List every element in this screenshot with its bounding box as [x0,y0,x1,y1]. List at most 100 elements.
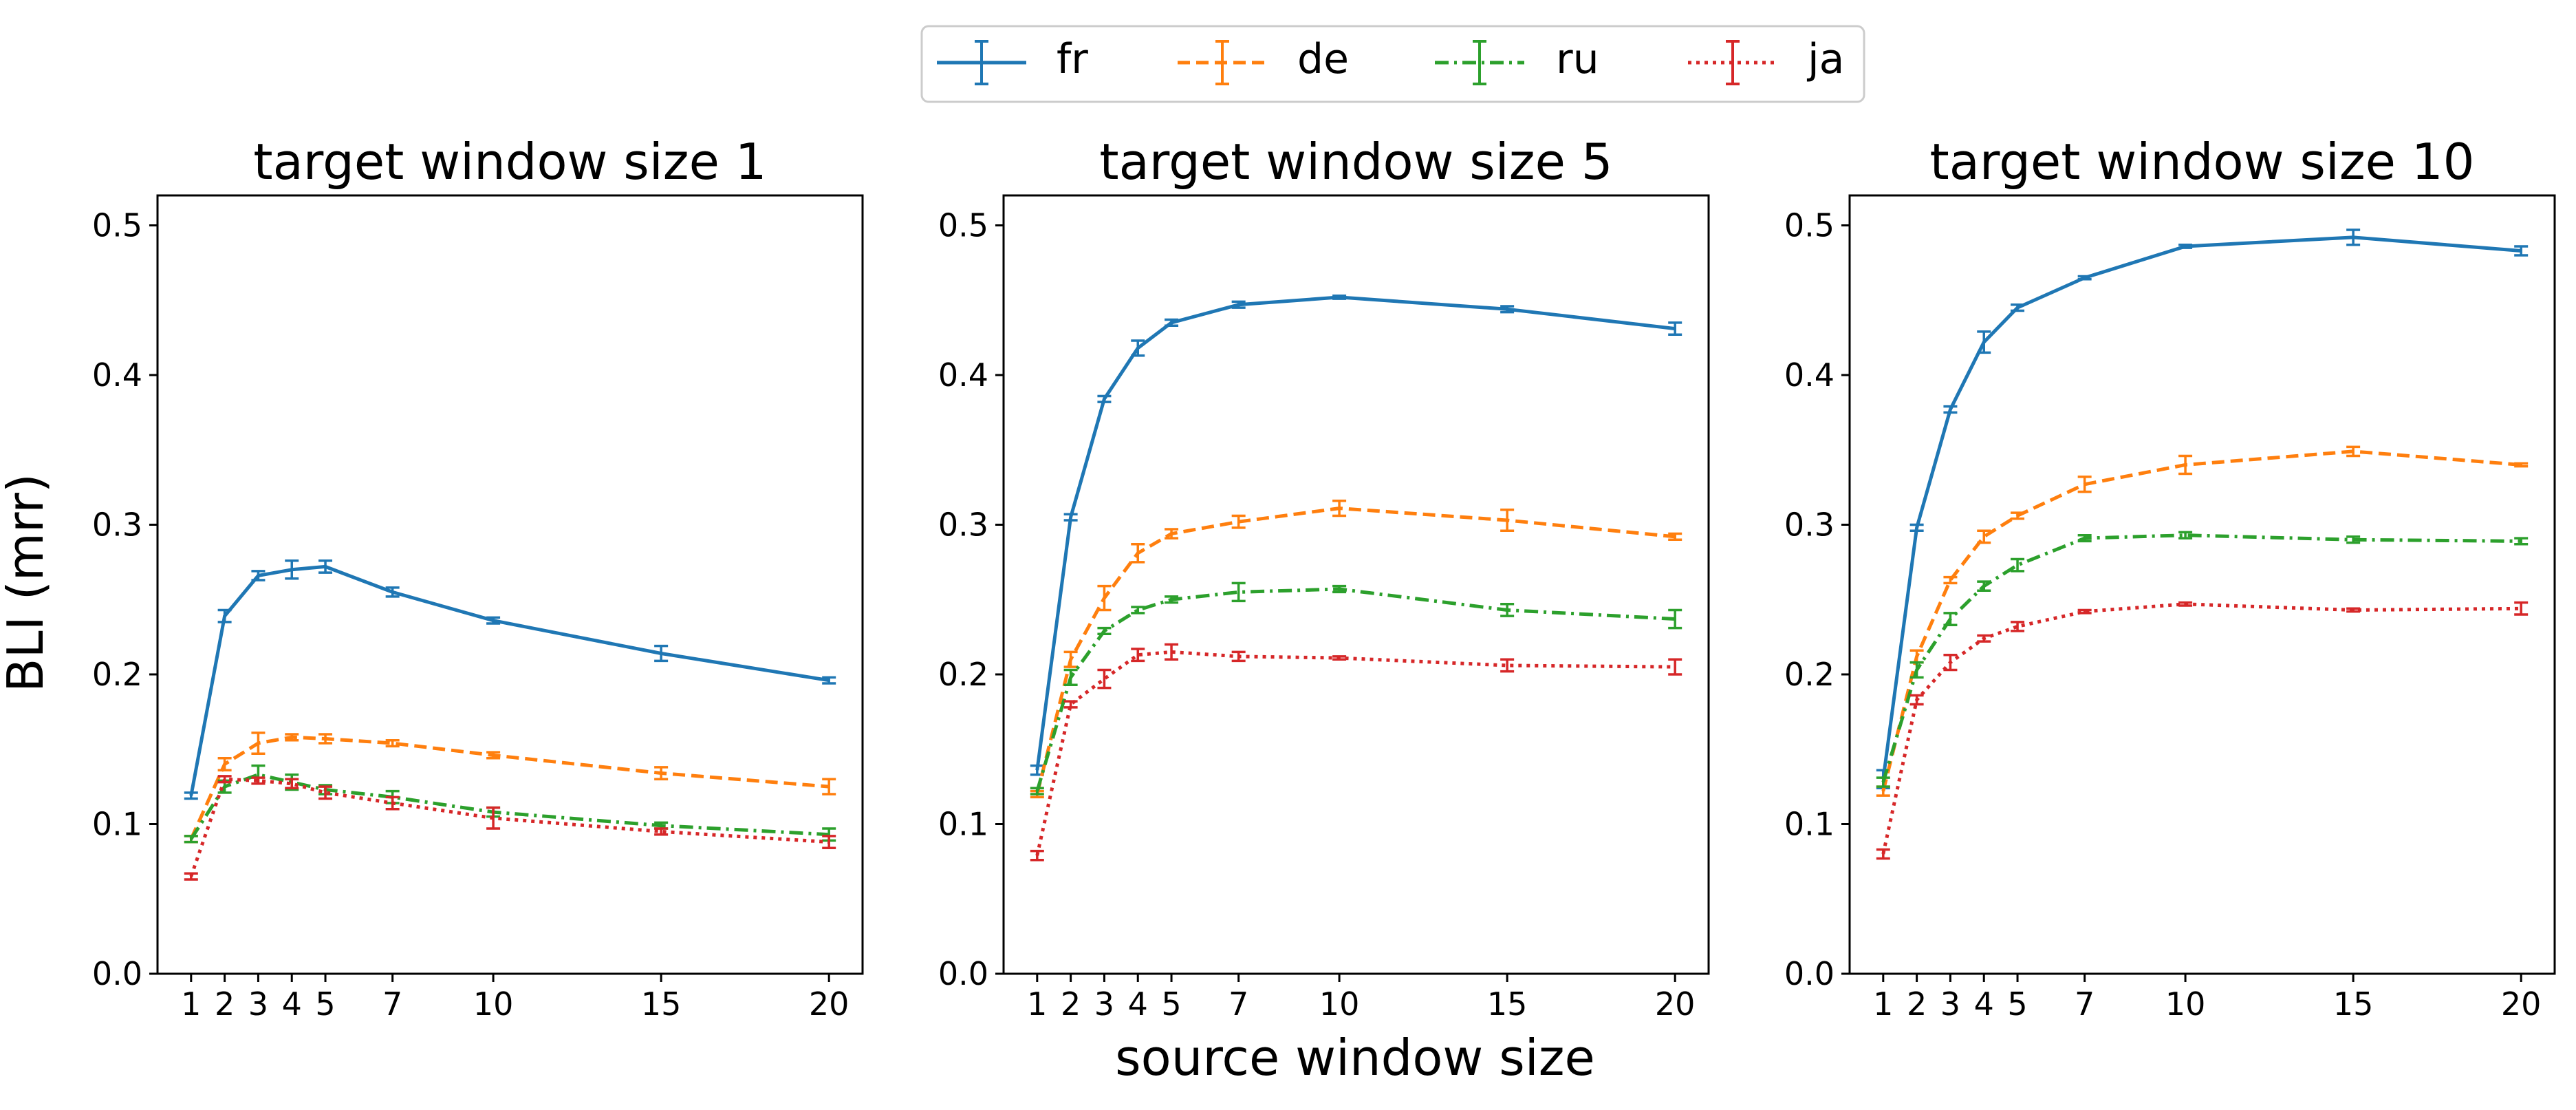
y-tick-label: 0.1 [1784,806,1834,843]
x-tick-label: 15 [1487,985,1528,1023]
data-point-fr [224,615,226,617]
x-tick-label: 2 [1061,985,1081,1023]
x-tick-label: 3 [1094,985,1114,1023]
data-point-ru [190,837,193,840]
data-point-ru [1674,618,1676,621]
legend-label-de: de [1297,35,1349,83]
data-point-fr [1036,769,1039,771]
y-tick-label: 0.1 [938,806,988,843]
data-point-fr [257,574,259,577]
y-tick-label: 0.3 [92,506,142,544]
data-point-fr [1103,398,1105,401]
data-point-de [1506,519,1508,522]
y-tick-label: 0.4 [1784,356,1834,394]
x-tick-label: 2 [215,985,235,1023]
data-point-fr [1982,341,1985,343]
data-point-fr [1070,516,1072,519]
data-point-ja [1338,657,1341,659]
data-point-de [2520,464,2522,466]
data-point-ru [1070,676,1072,679]
x-tick-label: 7 [2075,985,2095,1023]
y-tick-label: 0.1 [92,806,142,843]
x-tick-label: 1 [181,985,201,1023]
axes-frame [156,194,864,975]
x-tick-label: 10 [2165,985,2206,1023]
y-tick-label: 0.4 [938,356,988,394]
subplot-title: target window size 1 [253,133,766,191]
legend-entry-fr: fr [937,35,1088,85]
data-point-ja [660,830,662,833]
x-tick-label: 5 [315,985,335,1023]
data-point-fr [492,619,495,622]
data-point-ja [2016,625,2019,628]
data-point-de [1882,790,1885,793]
data-point-fr [2520,249,2522,252]
y-tick-label: 0.0 [938,955,988,992]
data-point-de [1170,533,1173,535]
data-point-ja [324,791,327,794]
x-tick-label: 4 [1128,985,1148,1023]
data-point-ja [1237,655,1240,658]
x-tick-label: 5 [1161,985,1181,1023]
subplot-target-window-1: target window size 1 0.0 0.1 0.2 0.3 0.4 0.5 1 2… [92,133,864,1023]
data-point-de [1949,579,1951,581]
data-point-ja [190,875,193,878]
data-point-de [1338,507,1341,510]
data-point-de [1982,535,1985,538]
data-point-fr [290,568,293,571]
x-tick-label: 3 [1940,985,1960,1023]
data-point-ja [2083,610,2086,613]
data-point-ja [1882,853,1885,855]
data-point-de [391,742,394,745]
data-point-ru [660,824,662,827]
data-point-fr [1674,328,1676,330]
data-point-de [290,736,293,738]
data-point-de [2352,450,2355,453]
x-tick-label: 10 [1319,985,1360,1023]
data-point-ja [1916,698,1918,701]
data-point-ja [492,817,495,820]
y-tick-label: 0.5 [92,207,142,244]
data-point-fr [391,590,394,593]
data-point-ja [1136,654,1139,657]
data-point-de [1070,658,1072,661]
legend: fr de ru ja [920,25,1865,103]
x-tick-label: 3 [248,985,268,1023]
y-tick-label: 0.0 [92,955,142,992]
y-tick-label: 0.2 [92,656,142,693]
y-tick-label: 0.5 [938,207,988,244]
data-point-ja [290,782,293,785]
x-tick-label: 4 [1974,985,1994,1023]
y-tick-label: 0.3 [1784,506,1834,544]
series-line-ja [1881,602,2522,855]
x-tick-label: 2 [1907,985,1927,1023]
data-point-ru [1916,668,1918,671]
axes-frame [1848,194,2556,975]
data-point-ru [1882,781,1885,784]
data-point-fr [2352,236,2355,239]
data-point-de [2083,483,2086,486]
legend-entry-ru: ru [1435,35,1599,85]
y-tick-label: 0.3 [938,506,988,544]
x-tick-label: 7 [382,985,402,1023]
x-tick-label: 20 [1655,985,1696,1023]
data-point-de [2016,514,2019,517]
data-point-ru [2520,540,2522,542]
x-tick-label: 5 [2007,985,2027,1023]
data-point-fr [827,679,830,682]
y-tick-label: 0.4 [92,356,142,394]
data-point-ja [1982,637,1985,640]
data-point-fr [190,794,193,797]
data-point-ja [1506,664,1508,667]
data-point-ja [1070,703,1072,705]
subplot-title: target window size 5 [1099,133,1612,191]
data-point-ja [1170,650,1173,653]
data-point-ru [1237,590,1240,593]
data-point-ja [1103,678,1105,681]
data-point-ru [1982,585,1985,588]
data-point-ru [1170,598,1173,601]
data-point-de [660,772,662,775]
data-point-ru [2016,564,2019,566]
